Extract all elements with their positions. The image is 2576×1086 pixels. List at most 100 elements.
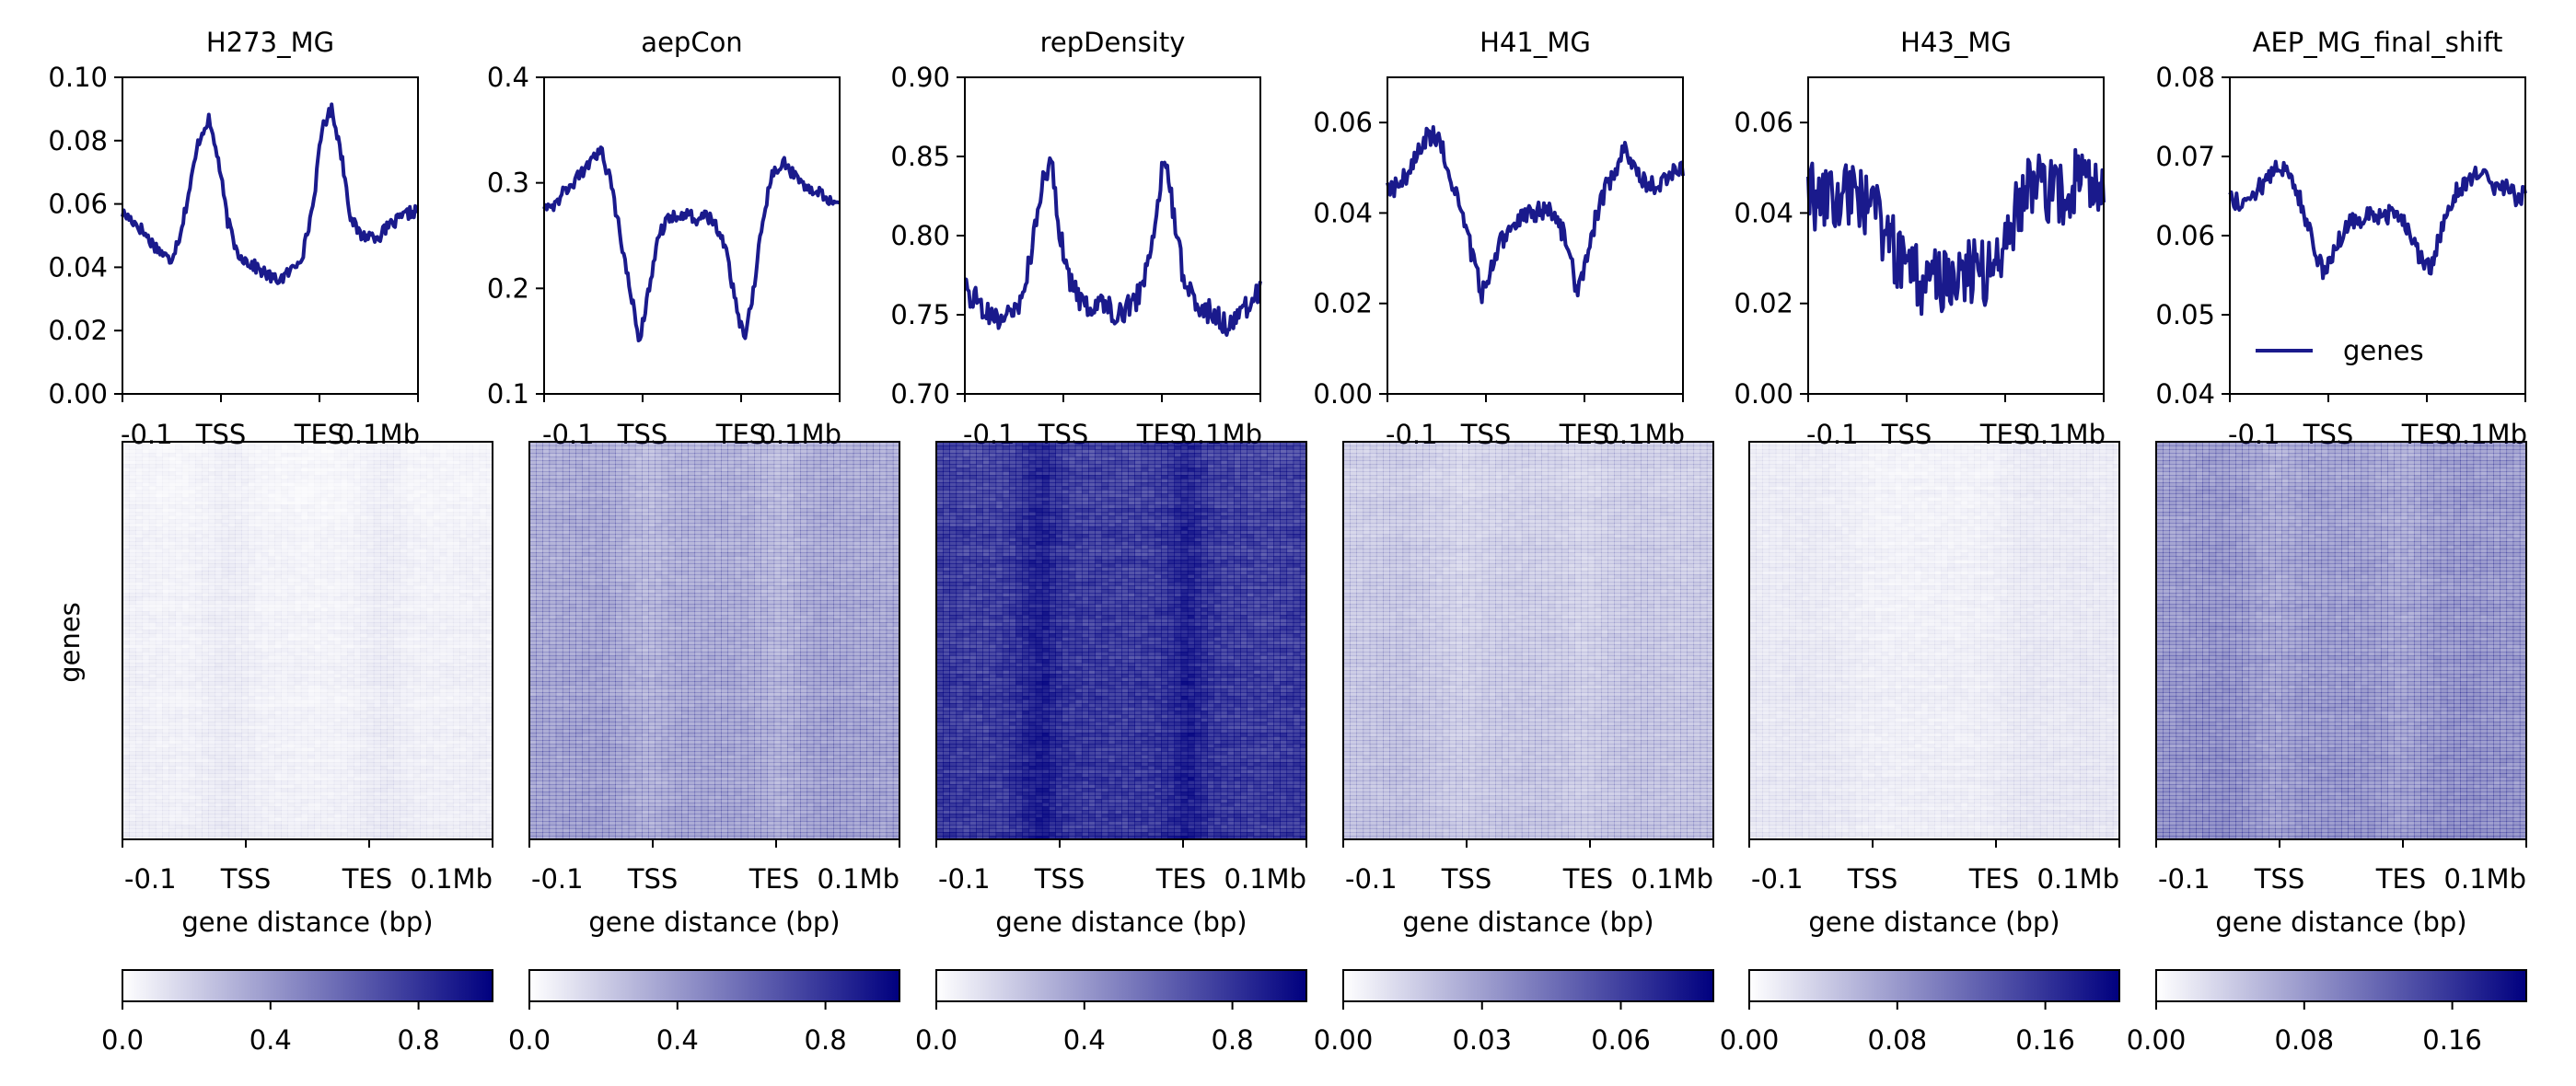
heatmap-cell	[189, 611, 196, 616]
heatmap-cell	[122, 607, 130, 612]
heatmap-cell	[480, 501, 487, 505]
heatmap-cell	[222, 479, 229, 483]
heatmap-cell	[307, 537, 315, 542]
heatmap-cell	[287, 578, 295, 583]
heatmap-cell	[380, 523, 388, 527]
heatmap-cell	[122, 449, 130, 454]
heatmap-cell	[228, 482, 236, 487]
heatmap-cell	[168, 549, 176, 553]
heatmap-cell	[122, 626, 130, 630]
heatmap-cell	[433, 622, 440, 627]
heatmap-cell	[274, 449, 282, 454]
heatmap-cell	[413, 714, 421, 719]
heatmap-cell	[248, 468, 255, 472]
heatmap-cell	[466, 648, 473, 653]
heatmap-cell	[255, 711, 262, 715]
heatmap-cell	[393, 703, 400, 708]
heatmap-cell	[202, 552, 209, 557]
heatmap-cell	[175, 729, 182, 734]
heatmap-cell	[281, 604, 288, 608]
heatmap-cell	[301, 681, 308, 686]
heatmap-cell	[314, 711, 321, 715]
heatmap-cell	[334, 703, 342, 708]
heatmap-cell	[480, 456, 487, 461]
heatmap-cell	[334, 696, 342, 700]
heatmap-cell	[413, 445, 421, 450]
heatmap-cell	[255, 574, 262, 579]
heatmap-cell	[380, 655, 388, 660]
heatmap-cell	[261, 663, 269, 667]
heatmap-cell	[261, 497, 269, 502]
heatmap-cell	[281, 615, 288, 619]
heatmap-cell	[426, 512, 434, 516]
heatmap-cell	[400, 733, 408, 737]
heatmap-cell	[175, 541, 182, 546]
heatmap-cell	[393, 596, 400, 601]
heatmap-cell	[387, 729, 394, 734]
heatmap-cell	[433, 674, 440, 678]
heatmap-cell	[472, 475, 480, 479]
heatmap-cell	[268, 740, 275, 745]
heatmap-cell	[248, 523, 255, 527]
heatmap-cell	[228, 545, 236, 549]
heatmap-cell	[222, 560, 229, 564]
heatmap-cell	[168, 622, 176, 627]
heatmap-cell	[453, 733, 460, 737]
heatmap-cell	[208, 622, 215, 627]
heatmap-cell	[255, 622, 262, 627]
heatmap-cell	[341, 526, 348, 531]
heatmap-cell	[268, 519, 275, 524]
heatmap-cell	[168, 677, 176, 682]
heatmap-cell	[472, 453, 480, 457]
heatmap-cell	[129, 501, 136, 505]
heatmap-cell	[400, 563, 408, 568]
heatmap-cell	[241, 696, 249, 700]
heatmap-cell	[354, 504, 361, 509]
heatmap-cell	[274, 515, 282, 520]
heatmap-cell	[320, 482, 328, 487]
heatmap-cell	[261, 549, 269, 553]
heatmap-cell	[480, 468, 487, 472]
heatmap-cell	[143, 482, 150, 487]
heatmap-cell	[301, 751, 308, 756]
heatmap-cell	[156, 582, 163, 586]
heatmap-cell	[347, 582, 354, 586]
heatmap-cell	[328, 574, 335, 579]
heatmap-cell	[328, 744, 335, 748]
y-tick-label: 0.02	[48, 315, 108, 346]
heatmap-cell	[228, 560, 236, 564]
heatmap-cell	[156, 460, 163, 465]
heatmap-cell	[472, 648, 480, 653]
heatmap-cell	[274, 523, 282, 527]
heatmap-cell	[334, 479, 342, 483]
heatmap-cell	[143, 460, 150, 465]
heatmap-cell	[307, 560, 315, 564]
heatmap-cell	[195, 758, 203, 763]
heatmap-cell	[261, 725, 269, 730]
heatmap-cell	[347, 652, 354, 656]
heatmap-cell	[320, 567, 328, 572]
heatmap-cell	[314, 615, 321, 619]
heatmap-cell	[222, 630, 229, 634]
heatmap-cell	[175, 512, 182, 516]
heatmap-cell	[168, 618, 176, 623]
heatmap-cell	[162, 666, 169, 671]
heatmap-cell	[156, 670, 163, 675]
heatmap-cell	[440, 607, 447, 612]
heatmap-cell	[347, 637, 354, 641]
heatmap-cell	[182, 512, 190, 516]
heatmap-cell	[295, 766, 302, 770]
heatmap-cell	[261, 530, 269, 535]
heatmap-cell	[261, 681, 269, 686]
heatmap-cell	[472, 471, 480, 476]
heatmap-cell	[195, 596, 203, 601]
heatmap-cell	[268, 652, 275, 656]
heatmap-cell	[175, 482, 182, 487]
heatmap-cell	[248, 666, 255, 671]
heatmap-cell	[360, 552, 367, 557]
heatmap-cell	[328, 541, 335, 546]
heatmap-cell	[354, 674, 361, 678]
heatmap-cell	[162, 655, 169, 660]
heatmap-cell	[202, 530, 209, 535]
heatmap-cell	[440, 482, 447, 487]
